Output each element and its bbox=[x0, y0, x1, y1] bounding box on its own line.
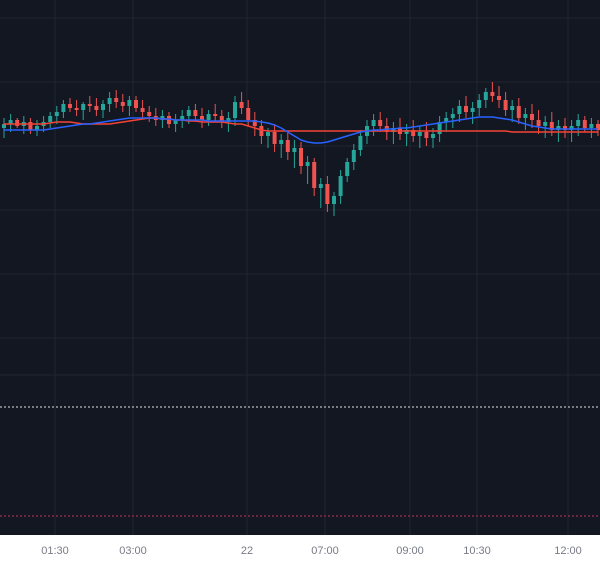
candlestick-chart[interactable]: 01:30 03:00 22 07:00 09:00 10:30 12:00 bbox=[0, 0, 600, 571]
x-tick-label: 07:00 bbox=[311, 545, 339, 557]
chart-canvas bbox=[0, 0, 600, 571]
x-tick-label: 22 bbox=[241, 545, 253, 557]
x-tick-label: 09:00 bbox=[396, 545, 424, 557]
x-tick-label: 01:30 bbox=[41, 545, 69, 557]
x-tick-label: 12:00 bbox=[554, 545, 582, 557]
x-tick-label: 03:00 bbox=[119, 545, 147, 557]
x-tick-label: 10:30 bbox=[463, 545, 491, 557]
